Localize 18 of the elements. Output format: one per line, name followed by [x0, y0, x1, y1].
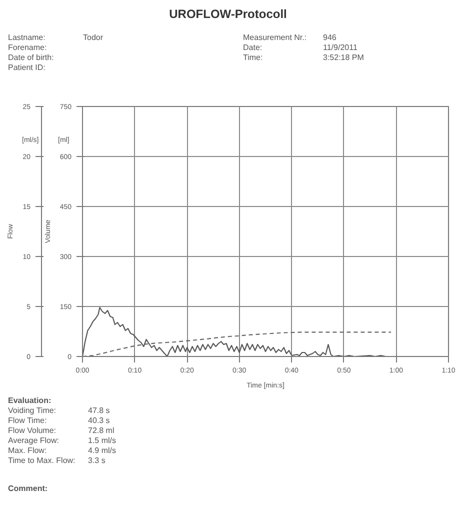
text: Lastname: Todor: [8, 33, 104, 42]
text: Comment:: [8, 484, 49, 494]
text: Date of birth:: [8, 53, 55, 64]
text: Patient ID:: [8, 63, 46, 74]
chart-title: UROFLOW-Protocoll: [168, 6, 288, 23]
text: Measurement Nr.: 946: [243, 33, 336, 42]
text: Max. Flow: 4.9 ml/s: [8, 446, 116, 455]
text: Evaluation:: [8, 396, 52, 406]
line-series: [82, 306, 386, 356]
text: Time: 3:52:18 PM: [243, 53, 364, 62]
line-series: [82, 332, 392, 356]
text: Forename:: [8, 43, 48, 54]
text: Voiding Time: 47.8 s: [8, 406, 110, 415]
text: Average Flow: 1.5 ml/s: [8, 436, 116, 445]
text: Flow Time: 40.3 s: [8, 416, 110, 425]
text: Time to Max. Flow: 3.3 s: [8, 456, 106, 465]
text: Flow Volume: 72.8 ml: [8, 426, 114, 435]
text: Date: 11/9/2011: [243, 43, 358, 52]
